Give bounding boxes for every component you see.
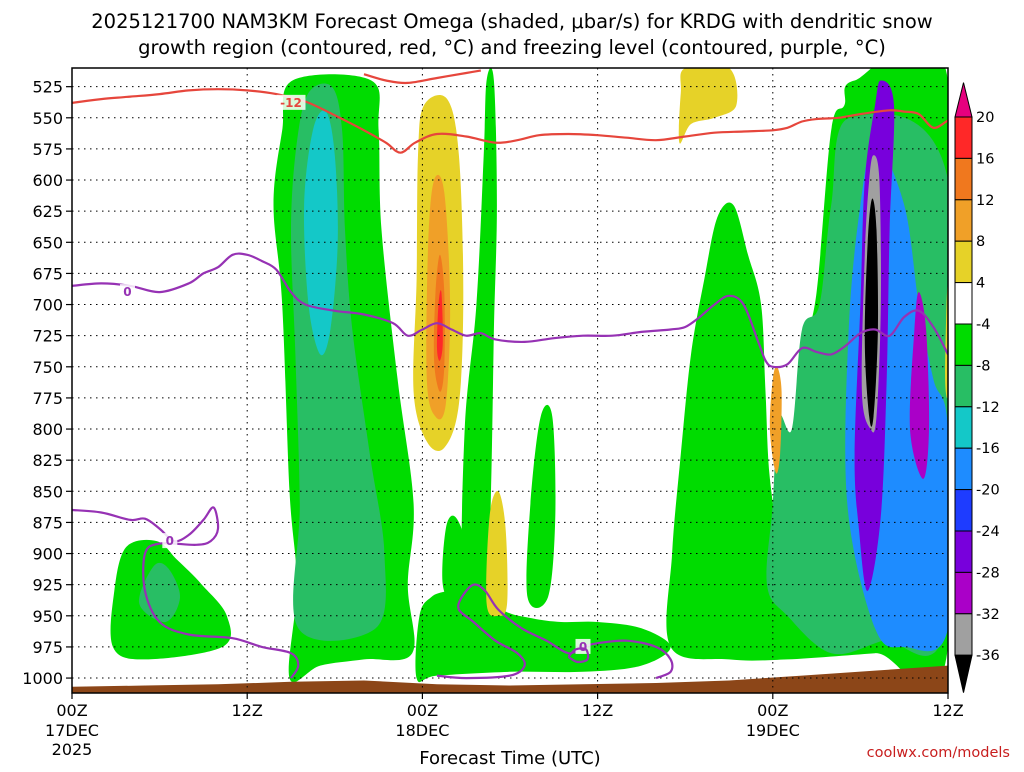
credit-text: coolwx.com/models bbox=[867, 745, 1010, 761]
y-tick-label-850: 850 bbox=[32, 482, 63, 501]
x-tick-label-12: 12Z bbox=[232, 701, 263, 720]
colorbar-swatch-12 bbox=[954, 571, 973, 615]
freezing-level-contour-aloft bbox=[72, 252, 948, 369]
x-tick-date-24: 18DEC bbox=[395, 721, 449, 740]
colorbar-label-7: -12 bbox=[976, 400, 1000, 416]
colorbar-swatch-7 bbox=[954, 364, 973, 408]
y-tick-label-825: 825 bbox=[32, 451, 63, 470]
y-tick-label-550: 550 bbox=[32, 109, 63, 128]
colorbar-label-0: 20 bbox=[976, 110, 994, 126]
terrain-surface bbox=[72, 665, 948, 693]
plot-area bbox=[72, 68, 948, 693]
colorbar-swatch-11 bbox=[954, 530, 973, 573]
y-tick-label-900: 900 bbox=[32, 545, 63, 564]
y-tick-label-700: 700 bbox=[32, 296, 63, 315]
x-tick-label-0: 00Z bbox=[56, 701, 87, 720]
y-tick-label-875: 875 bbox=[32, 513, 63, 532]
y-tick-label-650: 650 bbox=[32, 233, 63, 252]
colorbar-label-9: -20 bbox=[976, 483, 1000, 499]
colorbar-swatch-2 bbox=[954, 157, 973, 201]
x-tick-label-60: 12Z bbox=[932, 701, 963, 720]
colorbar-label-1: 16 bbox=[976, 151, 994, 167]
omega-rising-region-spike-18dec bbox=[526, 404, 556, 609]
colorbar-swatch-6 bbox=[954, 323, 973, 366]
colorbar-label-11: -28 bbox=[976, 565, 1000, 581]
omega-rising-region-max-evening-17dec bbox=[303, 110, 338, 356]
chart-title: 2025121700 NAM3KM Forecast Omega (shaded… bbox=[91, 10, 933, 33]
colorbar-swatch-10 bbox=[954, 489, 973, 532]
y-tick-label-800: 800 bbox=[32, 420, 63, 439]
omega-rising-region-peak-19dec bbox=[864, 198, 879, 427]
colorbar-label-3: 8 bbox=[976, 234, 985, 250]
colorbar-label-4: 4 bbox=[976, 276, 985, 292]
x-tick-date-48: 19DEC bbox=[746, 721, 800, 740]
omega-sinking-region-low-18dec bbox=[486, 490, 508, 617]
omega-rising-region-east-19dec bbox=[909, 292, 930, 479]
dgz-contour-top bbox=[363, 69, 481, 85]
x-tick-label-24: 00Z bbox=[407, 701, 438, 720]
freezing-level-contour-aloft-label: 0 bbox=[123, 285, 131, 299]
y-tick-label-525: 525 bbox=[32, 78, 63, 97]
omega-sinking-region-peak-18dec bbox=[436, 290, 443, 361]
colorbar-label-6: -8 bbox=[976, 358, 990, 374]
omega-rising-region-small-18dec bbox=[442, 515, 467, 610]
omega-rising-region-low-18dec bbox=[415, 582, 671, 683]
x-tick-label-36: 12Z bbox=[582, 701, 613, 720]
y-tick-label-1000: 1000 bbox=[22, 669, 63, 688]
grid-lines bbox=[72, 68, 948, 693]
omega-sinking-region-18z-18dec bbox=[678, 68, 738, 144]
colorbar-swatch-1 bbox=[954, 116, 973, 159]
y-tick-label-600: 600 bbox=[32, 171, 63, 190]
colorbar-label-13: -36 bbox=[976, 648, 1000, 664]
colorbar-swatch-8 bbox=[954, 406, 973, 449]
y-tick-label-625: 625 bbox=[32, 202, 63, 221]
y-tick-label-725: 725 bbox=[32, 327, 63, 346]
freezing-level-contour-low-loop bbox=[567, 647, 590, 664]
colorbar-swatch-13 bbox=[954, 613, 973, 656]
colorbar: 20 16 12 8 4 -4 -8 -12 -16 -20 -24 -28 -32 -36 bbox=[954, 82, 1000, 693]
freezing-level-contour-low-west-label: 0 bbox=[166, 534, 174, 548]
x-tick-label-48: 00Z bbox=[757, 701, 788, 720]
colorbar-swatch-9 bbox=[954, 447, 973, 491]
colorbar-swatch-4 bbox=[954, 240, 973, 284]
colorbar-label-10: -24 bbox=[976, 524, 1000, 540]
x-tick-date-0: 17DEC bbox=[45, 721, 99, 740]
omega-rising-region-column-18dec bbox=[461, 68, 497, 612]
y-tick-label-775: 775 bbox=[32, 389, 63, 408]
freezing-level-contour-low-central bbox=[436, 583, 674, 680]
y-tick-label-925: 925 bbox=[32, 576, 63, 595]
colorbar-label-5: -4 bbox=[976, 317, 990, 333]
y-tick-label-675: 675 bbox=[32, 264, 63, 283]
plot-frame bbox=[71, 67, 949, 694]
dgz-contour-upper bbox=[72, 88, 948, 154]
y-tick-label-950: 950 bbox=[32, 607, 63, 626]
freezing-level-contour-low-central-label: 0 bbox=[579, 640, 587, 654]
freezing-level-contour-low-west bbox=[72, 506, 300, 679]
colorbar-label-8: -16 bbox=[976, 441, 1000, 457]
colorbar-swatch-3 bbox=[954, 199, 973, 242]
colorbar-swatch-5 bbox=[954, 282, 973, 325]
dgz-contour-upper-label: -12 bbox=[280, 96, 302, 110]
contour-lines: -12 0 0 0 bbox=[72, 69, 948, 680]
colorbar-swatch-14 bbox=[954, 654, 973, 693]
x-axis-title: Forecast Time (UTC) bbox=[419, 748, 600, 768]
colorbar-label-12: -32 bbox=[976, 607, 1000, 623]
y-tick-label-750: 750 bbox=[32, 358, 63, 377]
y-tick-label-575: 575 bbox=[32, 140, 63, 159]
x-tick-year-0: 2025 bbox=[52, 740, 93, 759]
colorbar-label-2: 12 bbox=[976, 193, 994, 209]
axis-ticks: 525 550 575 600 625 650 675 700 725 750 775 800 825 8… bbox=[22, 78, 963, 759]
chart-title-line-2: growth region (contoured, red, °C) and f… bbox=[138, 36, 886, 59]
y-tick-label-975: 975 bbox=[32, 638, 63, 657]
